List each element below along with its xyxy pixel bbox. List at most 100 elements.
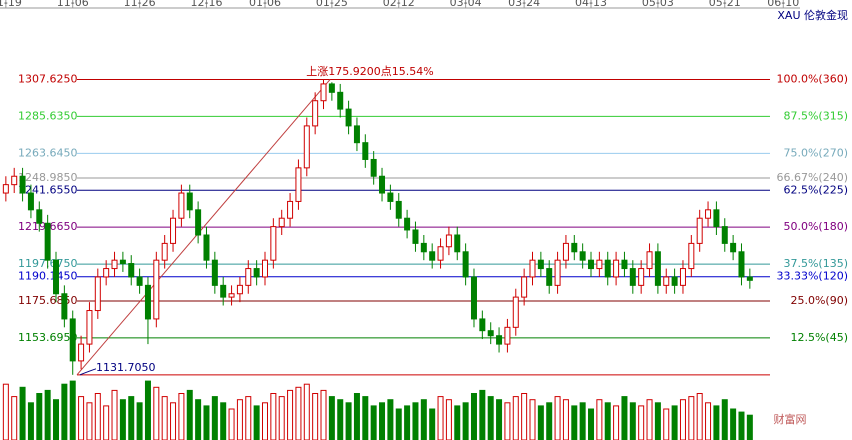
level-pct: 50.0%(180) <box>783 220 848 233</box>
candle-body <box>287 200 294 219</box>
x-tick-label: 03-24 <box>508 0 540 9</box>
range-line <box>76 79 331 376</box>
volume-bar <box>44 389 51 440</box>
volume-bar <box>295 386 302 440</box>
candle-body <box>53 259 60 295</box>
candle-body <box>203 234 210 261</box>
candle-body <box>253 268 260 278</box>
volume-bar <box>186 389 193 440</box>
volume-bar <box>696 393 703 440</box>
candle-body <box>504 326 511 345</box>
candle-body <box>94 276 101 312</box>
chart-title: XAU 伦敦金现 <box>777 8 848 22</box>
candle-body <box>429 251 436 261</box>
level-pct: 62.5%(225) <box>783 183 848 196</box>
volume-bar <box>479 389 486 440</box>
candle-body <box>362 142 369 160</box>
candle-body <box>312 100 319 127</box>
volume-bar <box>638 405 645 440</box>
candle-body <box>596 259 603 270</box>
candle-body <box>220 284 227 298</box>
candle-body <box>228 293 235 298</box>
candle-body <box>69 318 76 362</box>
candle-body <box>721 226 728 244</box>
volume-bar <box>487 396 494 440</box>
volume-bar <box>663 408 670 440</box>
candle-body <box>613 259 620 278</box>
volume-bar <box>412 402 419 440</box>
volume-bar <box>345 402 352 440</box>
candle-body <box>153 259 160 320</box>
candle-body <box>395 200 402 219</box>
volume-bar <box>437 396 444 440</box>
volume-bar <box>370 405 377 440</box>
volume-bar <box>278 396 285 440</box>
candle-body <box>588 259 595 270</box>
volume-bar <box>512 396 519 440</box>
volume-bar <box>36 393 43 440</box>
level-label: 1307.6250 <box>18 73 78 86</box>
watermark: 财富网 <box>774 412 807 426</box>
volume-bar <box>312 393 319 440</box>
candle-body <box>470 276 477 320</box>
volume-bar <box>261 402 268 440</box>
candle-body <box>462 251 469 278</box>
candle-body <box>412 229 419 244</box>
volume-bar <box>86 402 93 440</box>
volume-bar <box>53 399 60 440</box>
volume-bar <box>228 408 235 440</box>
candle-body <box>328 83 335 93</box>
candle-body <box>303 125 310 169</box>
volume-bar <box>721 399 728 440</box>
x-tick-label: 12-16 <box>190 0 222 9</box>
volume-bar <box>78 396 85 440</box>
volume-bar <box>111 389 118 440</box>
candle-body <box>562 242 569 261</box>
candle-body <box>654 251 661 286</box>
low-label: 1131.7050 <box>96 361 156 374</box>
candle-body <box>646 251 653 270</box>
candle-body <box>345 108 352 127</box>
candle-body <box>546 268 553 286</box>
volume-bar <box>170 402 177 440</box>
volume-bar <box>103 405 110 440</box>
level-pct: 37.5%(135) <box>783 257 848 270</box>
candle-body <box>161 242 168 261</box>
volume-bar <box>596 399 603 440</box>
candle-body <box>278 217 285 228</box>
candle-body <box>128 263 135 278</box>
candle-body <box>738 251 745 278</box>
candle-body <box>713 209 720 228</box>
candle-body <box>521 276 528 298</box>
volume-bar <box>554 396 561 440</box>
candle-body <box>445 234 452 248</box>
candle-body <box>554 259 561 286</box>
level-label: 1190.1450 <box>18 270 78 283</box>
candle-body <box>404 217 411 231</box>
volume-bar <box>144 380 151 440</box>
candle-body <box>245 268 252 286</box>
volume-bar <box>496 399 503 440</box>
level-label: 1248.9850 <box>18 171 78 184</box>
candle-body <box>353 125 360 144</box>
candle-body <box>688 242 695 270</box>
candle-body <box>320 83 327 102</box>
x-tick-label: 06-10 <box>767 0 799 9</box>
volume-bar <box>203 405 210 440</box>
candle-body <box>186 192 193 211</box>
candle-body <box>337 91 344 110</box>
candle-body <box>11 175 18 186</box>
volume-bar <box>128 396 135 440</box>
volume-bar <box>646 399 653 440</box>
volume-bar <box>220 402 227 440</box>
volume-bar <box>629 402 636 440</box>
x-tick-label: 03-04 <box>450 0 482 9</box>
volume-bar <box>445 399 452 440</box>
candle-body <box>487 330 494 337</box>
level-pct: 75.0%(270) <box>783 146 848 159</box>
candle-body <box>170 217 177 244</box>
volume-bar <box>195 399 202 440</box>
volume-bar <box>730 408 737 440</box>
